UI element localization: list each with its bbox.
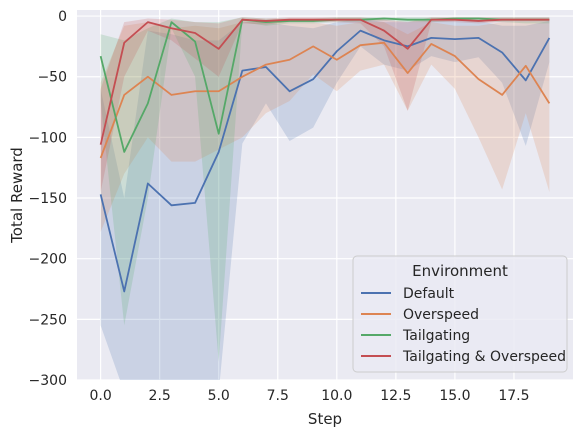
y-tick-label: −100: [29, 130, 67, 146]
y-tick-label: −300: [29, 373, 67, 389]
x-tick-label: 12.5: [380, 388, 411, 404]
band-tailgating-overspeed: [100, 17, 550, 192]
band-overspeed: [100, 22, 550, 232]
y-tick-label: −250: [29, 312, 67, 328]
y-tick-label: 0: [58, 9, 67, 25]
x-tick-label: 0.0: [89, 388, 111, 404]
x-tick-labels: 0.0 2.5 5.0 7.5 10.0 12.5 15.0 17.5: [89, 388, 529, 404]
line-default: [99, 29, 551, 293]
y-axis-label: Total Reward: [8, 147, 26, 244]
y-tick-label: −150: [29, 191, 67, 207]
y-tick-label: −50: [37, 70, 67, 86]
y-tick-labels: 0 −50 −100 −150 −200 −250 −300: [29, 9, 67, 389]
legend-label-overspeed: Overspeed: [403, 307, 479, 323]
x-axis-label: Step: [308, 410, 342, 428]
series-lines: [99, 17, 551, 293]
band-tailgating: [100, 17, 550, 362]
legend-box: [352, 255, 568, 373]
legend: Environment Default Overspeed Tailgating Ta…: [352, 255, 568, 373]
x-tick-label: 5.0: [208, 388, 230, 404]
y-tick-label: −200: [29, 252, 67, 268]
x-tick-label: 15.0: [439, 388, 470, 404]
line-overspeed: [99, 41, 551, 159]
legend-label-tailgating-overspeed: Tailgating & Overspeed: [402, 349, 566, 365]
legend-title: Environment: [412, 262, 508, 280]
legend-label-default: Default: [403, 286, 455, 302]
legend-label-tailgating: Tailgating: [402, 328, 470, 344]
x-tick-label: 17.5: [498, 388, 529, 404]
x-tick-label: 7.5: [267, 388, 289, 404]
line-tailgating-overspeed: [99, 18, 550, 145]
grid-lines: [77, 10, 573, 381]
x-tick-label: 2.5: [149, 388, 171, 404]
x-tick-label: 10.0: [321, 388, 352, 404]
